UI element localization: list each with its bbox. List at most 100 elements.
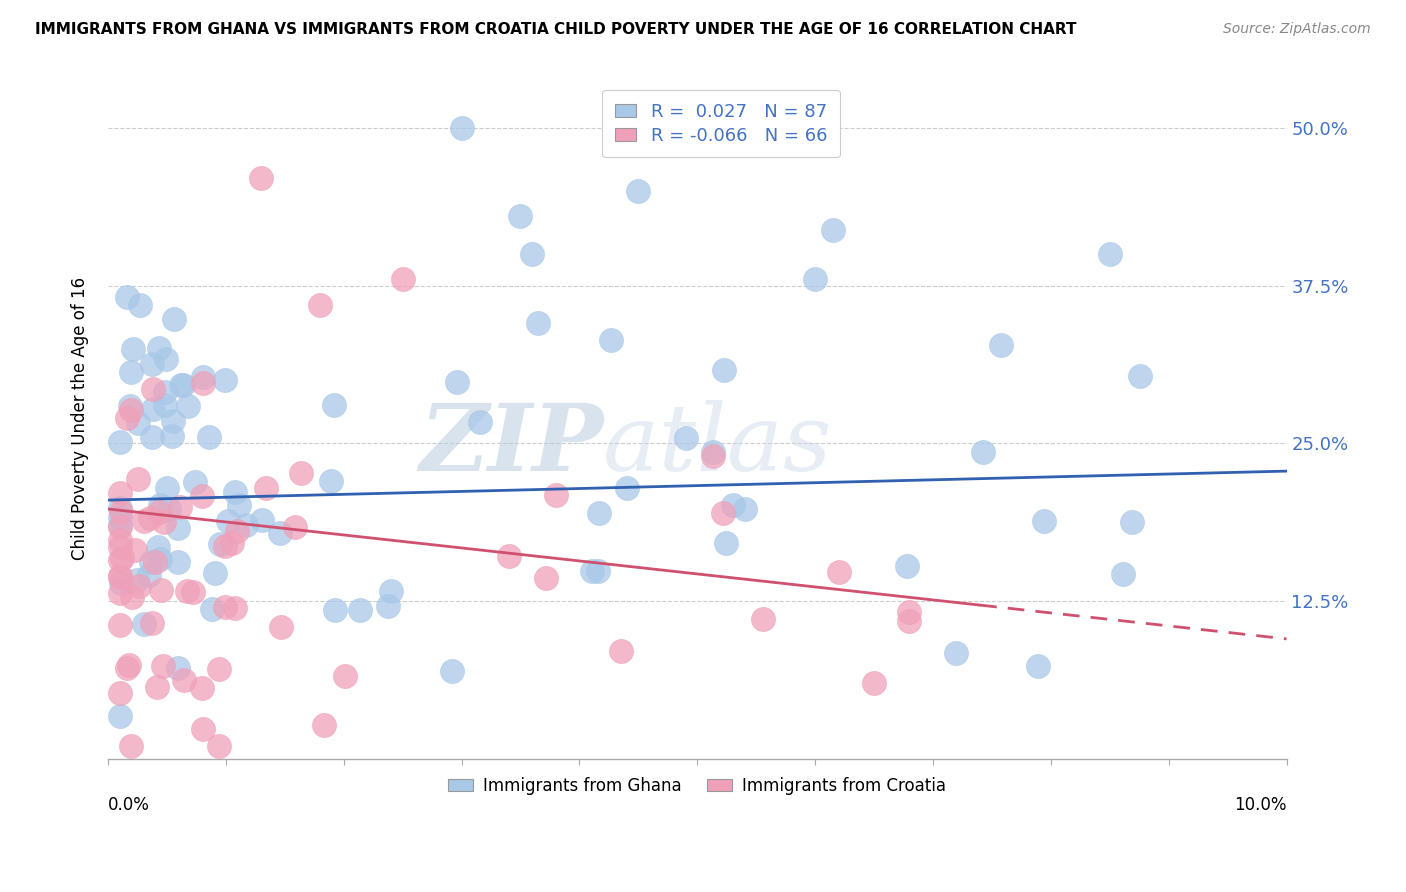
Immigrants from Ghana: [209, 537, 232, 551]
Immigrants from Croatia: [828, 565, 851, 579]
Text: 10.0%: 10.0%: [1234, 797, 1286, 814]
Immigrants from Croatia: [169, 500, 191, 514]
Immigrants from Croatia: [290, 466, 312, 480]
Immigrants from Ghana: [149, 552, 172, 566]
Immigrants from Ghana: [129, 297, 152, 311]
Immigrants from Ghana: [153, 398, 176, 412]
Immigrants from Ghana: [141, 357, 163, 371]
Immigrants from Croatia: [153, 515, 176, 529]
Immigrants from Ghana: [162, 414, 184, 428]
Immigrants from Ghana: [581, 565, 603, 579]
Immigrants from Croatia: [534, 571, 557, 585]
Immigrants from Ghana: [108, 500, 131, 515]
Immigrants from Croatia: [142, 382, 165, 396]
Immigrants from Ghana: [166, 661, 188, 675]
Immigrants from Ghana: [167, 555, 190, 569]
Immigrants from Croatia: [193, 376, 215, 391]
Immigrants from Ghana: [120, 365, 142, 379]
Immigrants from Ghana: [153, 385, 176, 400]
Text: IMMIGRANTS FROM GHANA VS IMMIGRANTS FROM CROATIA CHILD POVERTY UNDER THE AGE OF : IMMIGRANTS FROM GHANA VS IMMIGRANTS FROM…: [35, 22, 1077, 37]
Immigrants from Croatia: [110, 520, 132, 534]
Immigrants from Ghana: [990, 338, 1012, 352]
Immigrants from Ghana: [323, 602, 346, 616]
Immigrants from Croatia: [108, 553, 131, 567]
Immigrants from Ghana: [526, 317, 548, 331]
Immigrants from Ghana: [155, 351, 177, 366]
Immigrants from Ghana: [821, 223, 844, 237]
Immigrants from Croatia: [115, 410, 138, 425]
Immigrants from Ghana: [110, 576, 132, 591]
Immigrants from Ghana: [1129, 368, 1152, 383]
Immigrants from Croatia: [132, 515, 155, 529]
Immigrants from Croatia: [141, 616, 163, 631]
Legend: Immigrants from Ghana, Immigrants from Croatia: Immigrants from Ghana, Immigrants from C…: [441, 770, 953, 802]
Immigrants from Ghana: [183, 475, 205, 489]
Immigrants from Ghana: [600, 333, 623, 347]
Immigrants from Ghana: [177, 400, 200, 414]
Y-axis label: Child Poverty Under the Age of 16: Child Poverty Under the Age of 16: [72, 277, 89, 559]
Immigrants from Ghana: [172, 377, 194, 392]
Immigrants from Ghana: [127, 573, 149, 587]
Immigrants from Ghana: [167, 521, 190, 535]
Immigrants from Ghana: [588, 506, 610, 520]
Immigrants from Ghana: [127, 416, 149, 430]
Immigrants from Ghana: [108, 435, 131, 450]
Immigrants from Croatia: [702, 450, 724, 464]
Immigrants from Ghana: [157, 502, 180, 516]
Immigrants from Ghana: [723, 498, 745, 512]
Immigrants from Ghana: [118, 399, 141, 413]
Immigrants from Ghana: [1121, 515, 1143, 529]
Immigrants from Ghana: [714, 535, 737, 549]
Immigrants from Ghana: [156, 481, 179, 495]
Immigrants from Croatia: [120, 402, 142, 417]
Immigrants from Croatia: [333, 668, 356, 682]
Immigrants from Ghana: [170, 378, 193, 392]
Immigrants from Croatia: [546, 487, 568, 501]
Immigrants from Ghana: [446, 375, 468, 389]
Immigrants from Ghana: [321, 474, 343, 488]
Immigrants from Croatia: [110, 505, 132, 519]
Immigrants from Ghana: [108, 509, 131, 524]
Immigrants from Ghana: [470, 415, 492, 429]
Immigrants from Ghana: [250, 513, 273, 527]
Text: atlas: atlas: [603, 401, 832, 491]
Immigrants from Croatia: [152, 659, 174, 673]
Immigrants from Croatia: [108, 540, 131, 554]
Immigrants from Ghana: [228, 498, 250, 512]
Immigrants from Ghana: [1026, 659, 1049, 673]
Immigrants from Ghana: [138, 567, 160, 582]
Immigrants from Ghana: [224, 484, 246, 499]
Immigrants from Croatia: [250, 171, 273, 186]
Immigrants from Ghana: [323, 398, 346, 412]
Immigrants from Croatia: [270, 619, 292, 633]
Immigrants from Ghana: [214, 373, 236, 387]
Immigrants from Croatia: [108, 533, 131, 548]
Immigrants from Croatia: [145, 680, 167, 694]
Immigrants from Croatia: [108, 686, 131, 700]
Immigrants from Croatia: [127, 472, 149, 486]
Immigrants from Croatia: [108, 618, 131, 632]
Immigrants from Croatia: [208, 662, 231, 676]
Immigrants from Ghana: [675, 431, 697, 445]
Immigrants from Ghana: [945, 646, 967, 660]
Immigrants from Croatia: [143, 555, 166, 569]
Immigrants from Ghana: [149, 498, 172, 512]
Immigrants from Croatia: [121, 590, 143, 604]
Immigrants from Croatia: [284, 520, 307, 534]
Immigrants from Croatia: [863, 676, 886, 690]
Immigrants from Ghana: [713, 363, 735, 377]
Immigrants from Croatia: [108, 569, 131, 583]
Immigrants from Croatia: [118, 657, 141, 672]
Immigrants from Croatia: [254, 481, 277, 495]
Immigrants from Croatia: [214, 600, 236, 615]
Immigrants from Croatia: [124, 543, 146, 558]
Text: 0.0%: 0.0%: [108, 797, 150, 814]
Immigrants from Croatia: [111, 550, 134, 565]
Immigrants from Croatia: [108, 585, 131, 599]
Immigrants from Ghana: [148, 341, 170, 355]
Immigrants from Ghana: [616, 481, 638, 495]
Immigrants from Ghana: [522, 247, 544, 261]
Immigrants from Croatia: [498, 549, 520, 563]
Immigrants from Ghana: [108, 517, 131, 532]
Immigrants from Ghana: [627, 184, 650, 198]
